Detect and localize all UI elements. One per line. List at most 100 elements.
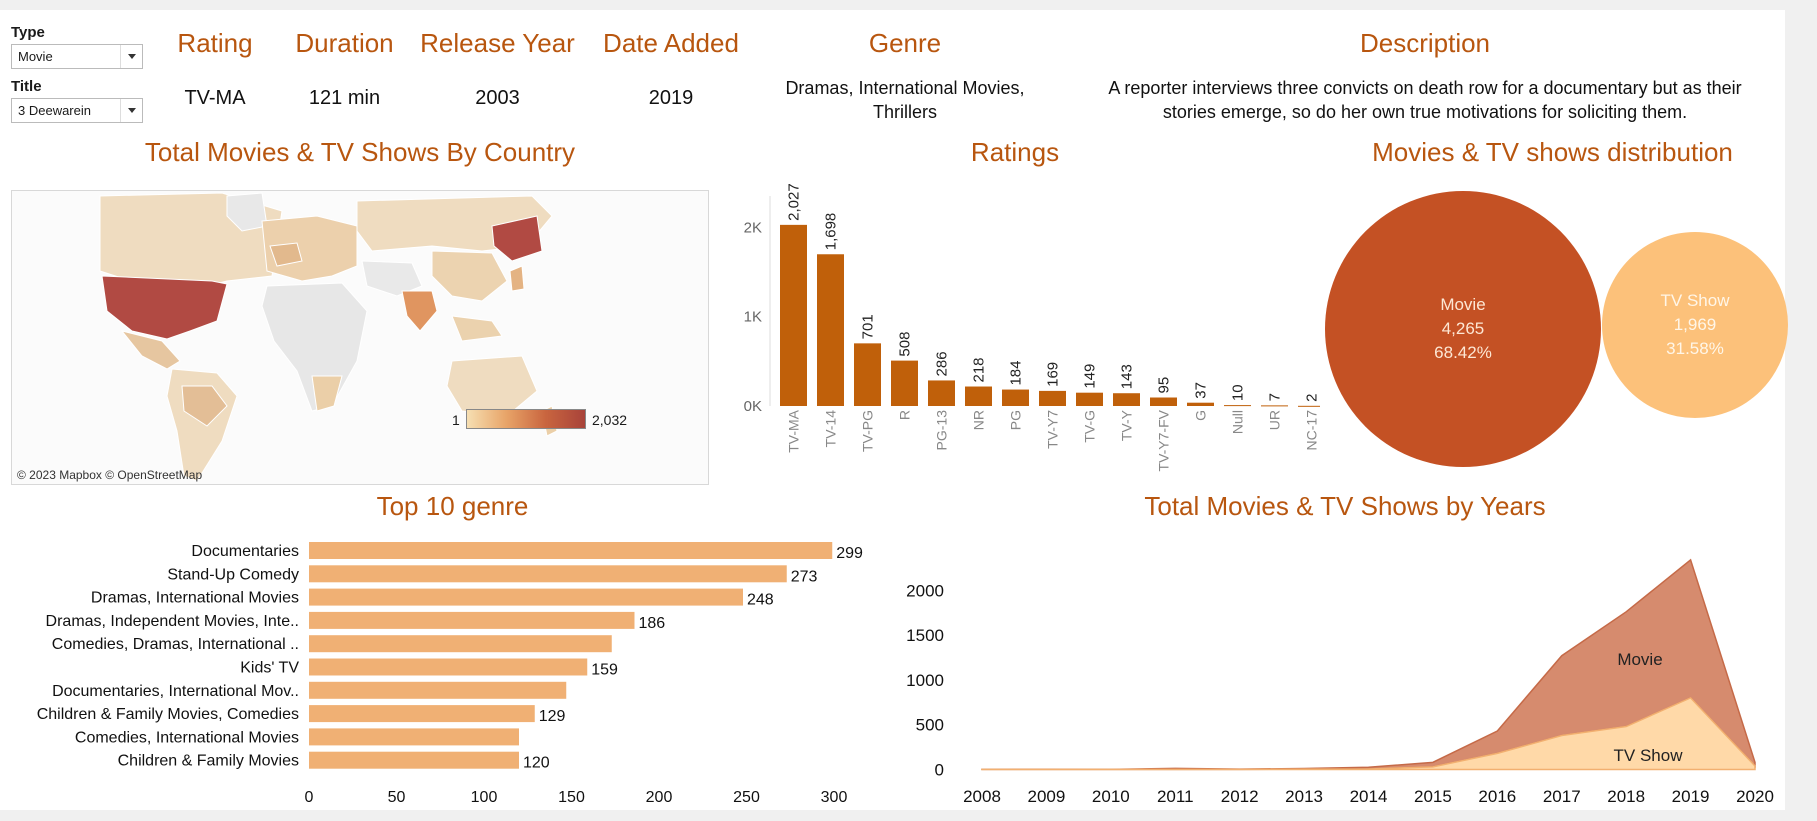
- description-line: A reporter interviews three convicts on …: [1108, 78, 1742, 98]
- duration-header: Duration: [295, 28, 394, 58]
- country-shape-india[interactable]: [401, 290, 438, 332]
- legend-max: 2,032: [592, 412, 628, 428]
- x-tick-label: TV-Y: [1119, 409, 1135, 441]
- type-dropdown-value: Movie: [18, 49, 53, 64]
- genre-label: Documentaries, International Mov..: [52, 683, 299, 700]
- color-legend-bar: [466, 409, 586, 429]
- x-tick-label: PG-13: [934, 410, 950, 451]
- ratings-chart: 0K 1K 2K 2,027 TV-MA 1,698 TV-14 701 TV-PG 508 R 28…: [744, 183, 1320, 471]
- x-tick-label: 2009: [1028, 787, 1066, 806]
- tv-show-bubble[interactable]: TV Show 1,969 31.58%: [1602, 232, 1788, 418]
- country-shape[interactable]: [269, 242, 303, 267]
- legend-min: 1: [452, 412, 460, 428]
- genre-label: Stand-Up Comedy: [167, 566, 299, 583]
- x-tick-label: 50: [388, 789, 406, 806]
- x-tick-label: TV-Y7: [1045, 410, 1061, 449]
- x-tick-label: 250: [733, 789, 760, 806]
- rating-bar: [1187, 402, 1214, 406]
- country-shape[interactable]: [120, 330, 181, 370]
- rating-bar: [1002, 389, 1029, 406]
- rating-bar: [965, 386, 992, 406]
- tv-bubble-label: TV Show: [1660, 291, 1730, 310]
- bar-value-label: 2,027: [786, 183, 803, 221]
- x-tick-label: 200: [646, 789, 673, 806]
- genre-bar: [309, 588, 743, 606]
- genre-value-label: 186: [639, 615, 666, 632]
- x-tick-label: 150: [558, 789, 585, 806]
- x-tick-label: UR: [1267, 410, 1283, 430]
- world-map-canvas: [99, 192, 558, 482]
- x-tick-label: TV-MA: [786, 409, 802, 452]
- country-shape[interactable]: [431, 250, 508, 302]
- genre-chart-title: Top 10 genre: [376, 491, 529, 521]
- x-tick-label: TV-Y7-FV: [1156, 409, 1172, 471]
- x-tick-label: 2020: [1736, 787, 1774, 806]
- genre-value: Dramas, International Movies, Thrillers: [760, 76, 1050, 124]
- country-shape[interactable]: [491, 215, 543, 262]
- tv-bubble-count: 1,969: [1673, 315, 1717, 334]
- genre-value-label: 120: [523, 755, 550, 772]
- type-dropdown[interactable]: Movie: [11, 44, 143, 69]
- genre-bar: [309, 681, 567, 699]
- x-tick-label: 2019: [1672, 787, 1710, 806]
- country-shape[interactable]: [311, 375, 343, 412]
- genre-chart: Documentaries 299 Stand-Up Comedy 273 Dramas…: [37, 542, 863, 806]
- country-shape[interactable]: [451, 315, 503, 342]
- bar-value-label: 7: [1267, 393, 1284, 401]
- y-tick-label: 1000: [906, 671, 944, 690]
- bar-value-label: 286: [934, 351, 951, 376]
- chevron-down-icon[interactable]: [120, 45, 142, 68]
- genre-label: Children & Family Movies: [118, 753, 299, 770]
- genre-label: Dramas, International Movies: [91, 590, 299, 607]
- title-dropdown[interactable]: 3 Deewarein: [11, 98, 143, 123]
- bar-value-label: 508: [897, 332, 914, 357]
- chevron-down-icon[interactable]: [120, 99, 142, 122]
- world-map[interactable]: 1 2,032 © 2023 Mapbox © OpenStreetMap: [11, 190, 709, 485]
- movie-bubble-count: 4,265: [1441, 319, 1485, 338]
- rating-bar: [1224, 405, 1251, 407]
- country-shape[interactable]: [181, 385, 228, 427]
- x-tick-label: 2011: [1157, 787, 1194, 806]
- movie-bubble[interactable]: Movie 4,265 68.42%: [1325, 191, 1601, 467]
- release-year-header: Release Year: [420, 28, 575, 58]
- genre-label: Comedies, International Movies: [75, 729, 299, 746]
- genre-value-label: 273: [791, 568, 818, 585]
- x-tick-label: 2018: [1607, 787, 1645, 806]
- bar-value-label: 143: [1119, 364, 1136, 389]
- map-credit[interactable]: © 2023 Mapbox © OpenStreetMap: [17, 468, 203, 482]
- genre-header: Genre: [868, 28, 942, 58]
- country-shape-usa[interactable]: [101, 275, 228, 340]
- rating-bar: [780, 224, 807, 406]
- country-shape[interactable]: [446, 355, 538, 417]
- rating-bar: [891, 360, 918, 406]
- x-tick-label: 2017: [1543, 787, 1581, 806]
- date-added-value: 2019: [648, 87, 694, 109]
- x-tick-label: 2013: [1285, 787, 1323, 806]
- duration-value: 121 min: [308, 87, 381, 109]
- ratings-chart-title: Ratings: [970, 137, 1060, 167]
- x-tick-label: TV-PG: [860, 410, 876, 452]
- genre-bar: [309, 751, 519, 769]
- country-shape[interactable]: [226, 192, 268, 232]
- rating-bar: [1298, 405, 1320, 407]
- map-title: Total Movies & TV Shows By Country: [144, 137, 576, 167]
- y-tick-label: 1K: [744, 309, 762, 326]
- genre-bar: [309, 565, 787, 583]
- bar-value-label: 95: [1156, 377, 1173, 394]
- bar-value-label: 184: [1008, 361, 1025, 386]
- years-chart-title: Total Movies & TV Shows by Years: [1144, 491, 1546, 521]
- x-tick-label: NC-17: [1304, 410, 1320, 451]
- x-tick-label: 2016: [1478, 787, 1516, 806]
- genre-bar: [309, 705, 535, 723]
- type-filter-label: Type: [11, 24, 45, 41]
- x-tick-label: Null: [1230, 410, 1246, 434]
- country-shape[interactable]: [509, 265, 525, 292]
- y-tick-label: 2K: [744, 219, 762, 236]
- rating-value: TV-MA: [184, 87, 246, 109]
- genre-line: Thrillers: [872, 102, 937, 122]
- genre-bar: [309, 635, 612, 653]
- genre-bar: [309, 728, 519, 746]
- genre-line: Dramas, International Movies,: [785, 78, 1025, 98]
- rating-bar: [1113, 393, 1140, 406]
- rating-bar: [928, 380, 955, 406]
